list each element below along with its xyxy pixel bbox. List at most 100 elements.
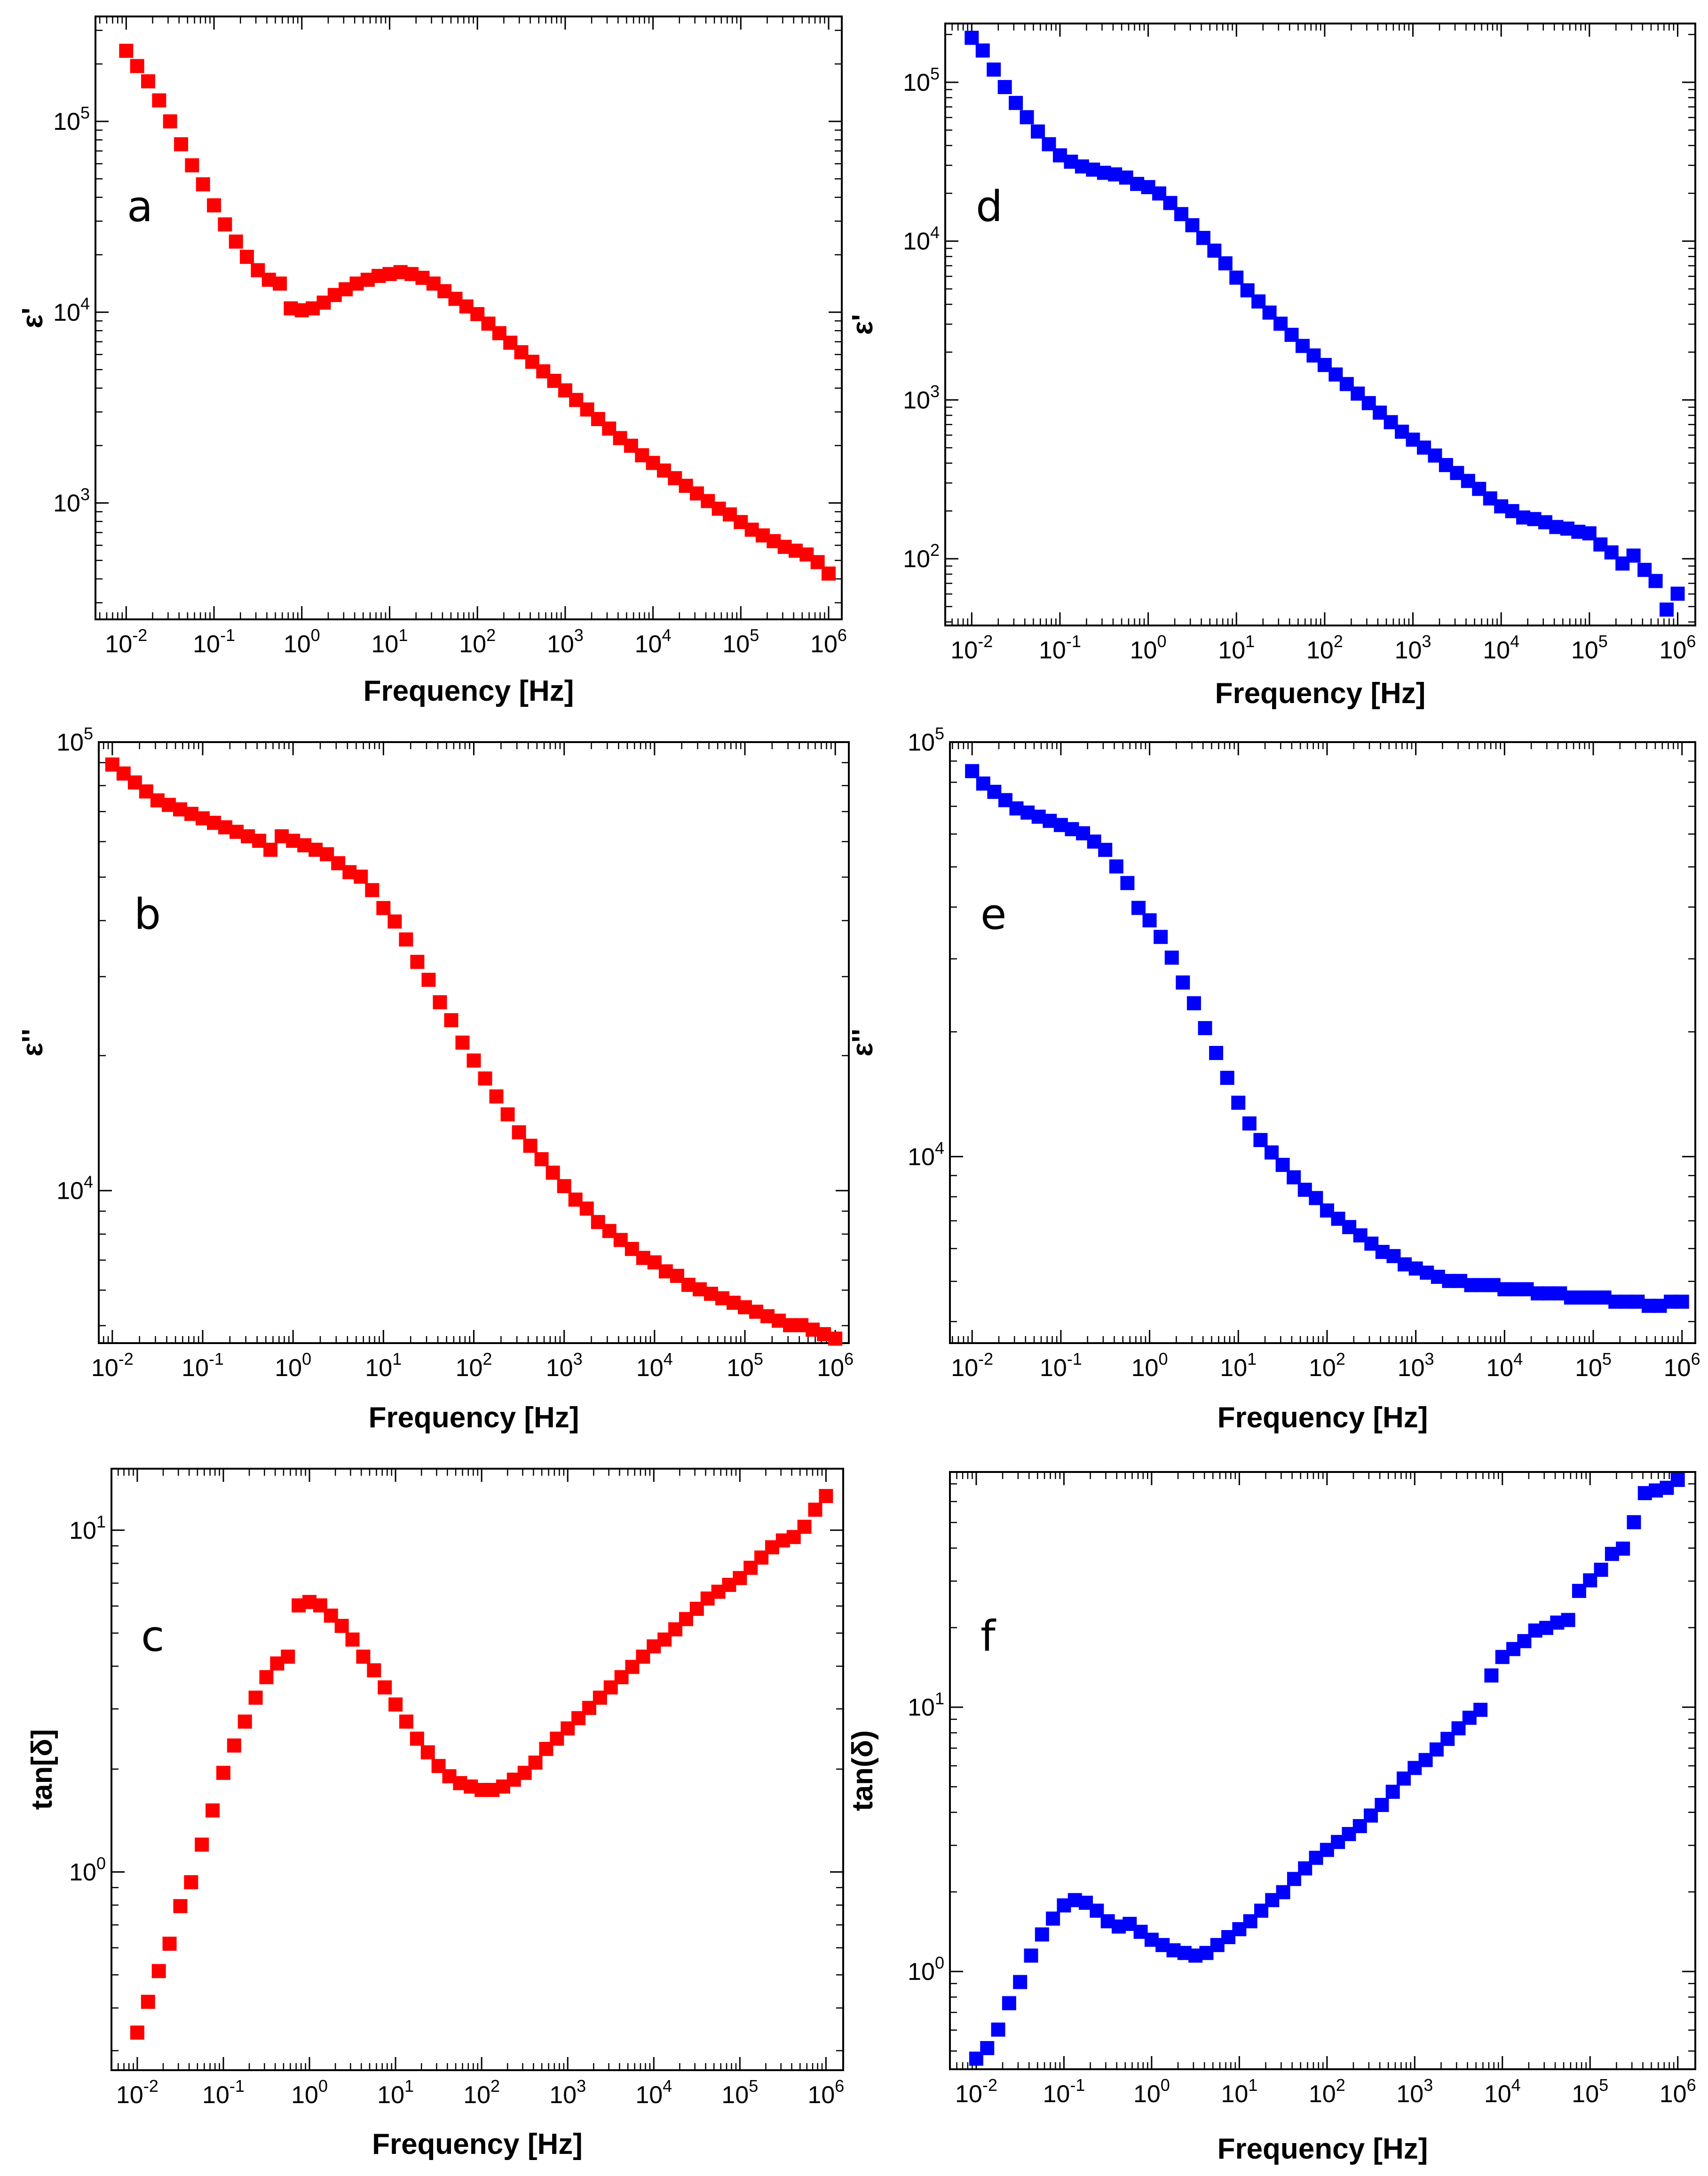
data-point (980, 2041, 995, 2056)
chart-panel-d: 10-2 10-1 100 101 102 103 104 105 106 102 103 104 10… (846, 23, 1696, 710)
y-axis-title: ε' (846, 314, 879, 335)
data-point (1220, 1070, 1234, 1085)
data-point (1242, 1116, 1257, 1131)
data-point (1154, 930, 1168, 944)
x-tick-label: 104 (635, 625, 672, 658)
data-point (1287, 1170, 1301, 1185)
y-tick-label: 104 (903, 223, 940, 255)
y-tick-label: 104 (56, 1172, 93, 1205)
data-point (1031, 124, 1045, 139)
data-point (528, 1755, 543, 1770)
x-tick-label: 10-1 (202, 2076, 245, 2109)
data-point (365, 883, 380, 897)
data-point (248, 1690, 263, 1705)
data-point (388, 1697, 403, 1712)
data-point (1627, 1515, 1641, 1529)
x-axis-title: Frequency [Hz] (1218, 1401, 1428, 1434)
data-point (808, 1503, 822, 1517)
chart-panel-f: 10-2 10-1 100 101 102 103 104 105 106 100 101 f Fr… (846, 1471, 1696, 2165)
data-point (478, 1071, 492, 1086)
data-point (1626, 548, 1641, 563)
x-tick-label: 100 (275, 1349, 311, 1382)
x-tick-label: 10-2 (105, 625, 147, 658)
x-tick-label: 102 (463, 2076, 500, 2109)
data-point (1375, 1798, 1389, 1812)
x-tick-label: 100 (1133, 2075, 1170, 2108)
data-point (421, 973, 436, 987)
x-tick-label: 101 (377, 2076, 414, 2109)
data-point (356, 1649, 371, 1664)
data-points (969, 1472, 1685, 2066)
data-point (1020, 110, 1034, 125)
x-tick-label: 100 (284, 625, 320, 658)
panel-letter: e (981, 890, 1006, 939)
data-point (1185, 218, 1200, 232)
data-point (444, 1013, 459, 1028)
x-tick-label: 103 (546, 1349, 583, 1382)
data-point (1231, 1095, 1246, 1110)
x-tick-label: 106 (1660, 632, 1696, 664)
x-tick-label: 104 (1483, 632, 1519, 664)
data-point (218, 217, 232, 232)
data-point (334, 1619, 349, 1633)
data-point (500, 1107, 515, 1122)
x-tick-label: 105 (1571, 632, 1608, 664)
data-point (965, 31, 979, 45)
ticks: 10-2 10-1 100 101 102 103 104 105 106 103 104 105 (53, 16, 847, 658)
plot-frame (949, 1471, 1696, 2070)
data-point (141, 1994, 155, 2009)
data-point (1473, 1702, 1488, 1717)
y-tick-label: 104 (908, 1138, 944, 1171)
plot-frame (98, 741, 850, 1344)
data-point (1120, 876, 1135, 890)
x-tick-label: 10-1 (193, 625, 235, 658)
plot-frame (949, 741, 1696, 1344)
data-point (1594, 1562, 1608, 1577)
x-tick-label: 103 (549, 2076, 586, 2109)
data-point (1024, 1948, 1038, 1963)
y-axis-title: tan[δ] (26, 1729, 58, 1810)
x-tick-label: 100 (1131, 1349, 1168, 1382)
y-axis-title: ε' (16, 308, 49, 328)
x-tick-label: 10-2 (116, 2076, 158, 2109)
data-point (1229, 270, 1244, 285)
data-point (163, 114, 177, 129)
data-point (433, 995, 447, 1010)
y-tick-label: 100 (69, 1854, 106, 1886)
data-point (173, 1899, 188, 1914)
data-point (797, 1519, 812, 1534)
y-tick-label: 105 (903, 64, 940, 96)
data-point (237, 1714, 252, 1729)
data-point (1670, 1472, 1685, 1487)
data-point (1275, 1158, 1290, 1172)
data-point (151, 1964, 166, 1978)
y-tick-label: 105 (56, 724, 93, 756)
x-tick-label: 10-1 (1040, 1349, 1082, 1382)
x-tick-label: 105 (722, 625, 759, 658)
data-point (987, 62, 1001, 77)
data-point (130, 59, 144, 73)
data-point (420, 1745, 435, 1760)
data-point (367, 1663, 381, 1677)
data-point (1218, 256, 1233, 270)
data-point (1385, 1784, 1400, 1799)
ticks: 10-2 10-1 100 101 102 103 104 105 106 104 105 (908, 724, 1700, 1382)
data-point (965, 764, 980, 778)
x-tick-label: 10-2 (91, 1349, 134, 1382)
data-point (1265, 1145, 1279, 1160)
data-point (152, 93, 166, 108)
data-point (1648, 574, 1663, 588)
ticks: 10-2 10-1 100 101 102 103 104 105 106 100 101 (69, 1469, 844, 2109)
x-tick-label: 102 (1309, 1349, 1345, 1382)
x-tick-label: 103 (1396, 2075, 1433, 2108)
chart-panel-e: 10-2 10-1 100 101 102 103 104 105 106 104 105 e Fr… (846, 724, 1700, 1434)
y-tick-label: 101 (69, 1512, 106, 1544)
y-axis-title: ε'' (846, 1029, 879, 1057)
data-point (273, 276, 287, 291)
x-tick-label: 105 (721, 2076, 758, 2109)
x-tick-label: 103 (547, 625, 584, 658)
data-point (1209, 1046, 1224, 1060)
data-point (1561, 1613, 1575, 1627)
data-point (185, 158, 199, 173)
